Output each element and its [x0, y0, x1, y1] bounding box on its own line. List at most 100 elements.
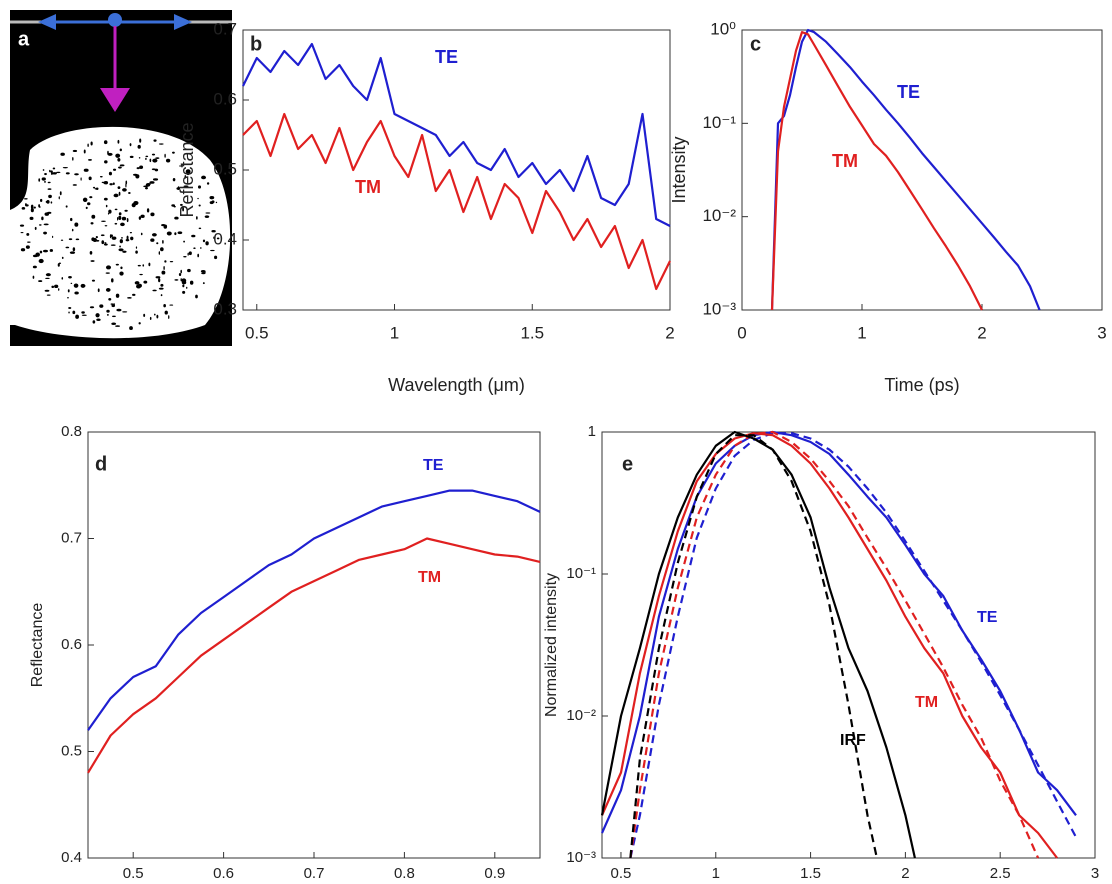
pore — [112, 168, 117, 171]
pore — [211, 230, 216, 233]
series-line — [770, 31, 983, 311]
pore — [42, 249, 49, 253]
pore — [58, 262, 62, 265]
pore — [105, 265, 112, 270]
pore — [146, 208, 150, 213]
pore — [112, 315, 116, 318]
pore — [27, 241, 31, 243]
y-tick-label: 10⁻³ — [566, 849, 596, 866]
pore — [193, 247, 196, 250]
pore — [150, 238, 155, 242]
pore — [74, 222, 79, 227]
pore — [92, 186, 96, 189]
pore — [139, 273, 143, 276]
y-tick-label: 0.7 — [213, 19, 237, 38]
pore — [119, 164, 125, 167]
y-axis-title: Reflectance — [29, 603, 46, 688]
y-axis-title: Intensity — [669, 136, 689, 203]
pore — [41, 216, 44, 221]
pore — [115, 153, 121, 158]
pore — [124, 209, 128, 212]
pore — [110, 234, 113, 238]
pore — [215, 201, 218, 204]
pore — [135, 250, 138, 254]
pores — [19, 138, 220, 331]
pore — [152, 289, 157, 292]
pore — [88, 159, 92, 161]
pore — [144, 187, 148, 190]
pore — [115, 293, 120, 298]
pore — [87, 202, 91, 206]
panel-label: a — [18, 28, 30, 50]
pore — [137, 144, 141, 149]
series-line — [629, 434, 878, 859]
pore — [30, 204, 34, 210]
pore — [177, 231, 183, 235]
pore — [145, 155, 149, 158]
pore — [181, 278, 187, 283]
pore — [20, 248, 26, 252]
pore — [56, 171, 61, 174]
pore — [163, 304, 166, 308]
pore — [72, 310, 76, 315]
pore — [25, 245, 30, 249]
pore — [174, 216, 179, 220]
axes-box — [741, 29, 1103, 311]
series-label: TE — [897, 82, 920, 102]
pore — [51, 285, 55, 288]
pore — [21, 207, 26, 210]
pore — [52, 172, 57, 175]
pore — [72, 156, 74, 161]
x-tick-label: 3 — [1097, 323, 1106, 342]
y-tick-label: 10⁻¹ — [566, 565, 596, 582]
pore — [130, 236, 134, 241]
pore — [118, 191, 121, 196]
pore — [32, 254, 38, 258]
pore — [156, 242, 159, 245]
pore — [204, 215, 210, 218]
pore — [73, 283, 79, 288]
pore — [125, 180, 128, 185]
pore — [95, 187, 99, 190]
y-tick-label: 10⁻³ — [702, 299, 736, 318]
pore — [127, 297, 132, 299]
pore — [103, 140, 108, 145]
pore — [198, 204, 201, 207]
pore — [108, 171, 112, 176]
pore — [105, 272, 110, 274]
series-line — [600, 432, 1058, 859]
pore — [104, 160, 108, 164]
pore — [80, 177, 82, 181]
pore — [209, 196, 215, 200]
y-tick-label: 0.6 — [61, 636, 82, 653]
pore — [188, 251, 192, 256]
x-tick-label: 1.5 — [800, 865, 821, 882]
pore — [197, 253, 200, 258]
pore — [20, 231, 24, 234]
pore — [19, 224, 25, 227]
pore — [174, 279, 179, 281]
pore — [97, 288, 100, 293]
pore — [118, 248, 124, 252]
pore — [180, 269, 182, 274]
pore — [111, 278, 114, 283]
pore — [72, 184, 77, 186]
beam-arrow-head — [100, 88, 130, 112]
pore — [171, 204, 176, 207]
pore — [117, 139, 120, 144]
pore — [90, 260, 95, 262]
arrow-left — [38, 14, 56, 30]
y-tick-label: 10⁻² — [702, 206, 736, 225]
pore — [135, 174, 137, 177]
pore — [151, 153, 156, 156]
pore — [180, 278, 182, 282]
pore — [187, 268, 191, 273]
pore — [165, 158, 171, 163]
pore — [106, 309, 110, 313]
pore — [205, 241, 209, 246]
pore — [131, 202, 136, 208]
series-label: TM — [915, 694, 938, 711]
pore — [140, 214, 145, 218]
pore — [41, 177, 46, 181]
